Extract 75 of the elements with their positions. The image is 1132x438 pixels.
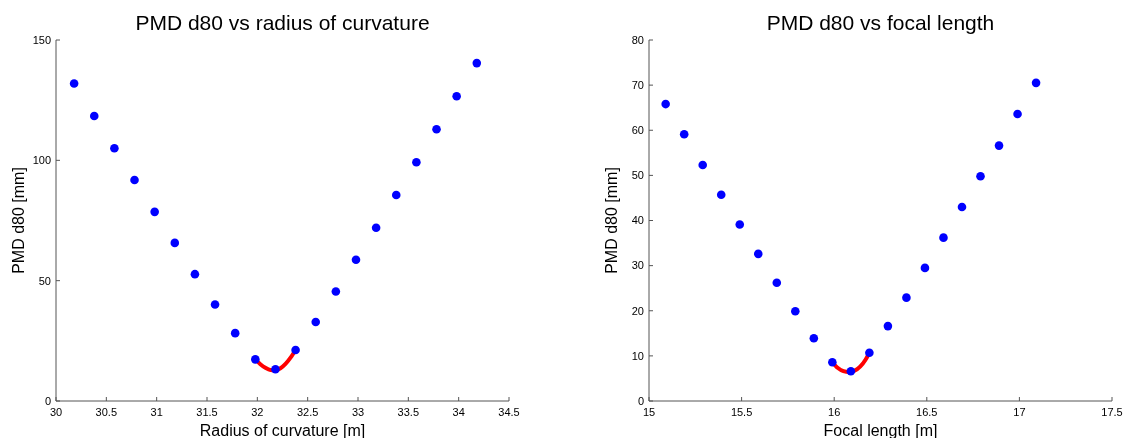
point [883, 321, 893, 331]
point [716, 190, 726, 200]
point [230, 328, 240, 338]
point [291, 345, 300, 355]
point [791, 306, 800, 316]
point [190, 269, 200, 279]
x-tick-label: 33 [351, 406, 365, 418]
point [1013, 109, 1022, 119]
y-tick-label: 80 [631, 33, 644, 46]
point [994, 141, 1004, 150]
point [251, 355, 260, 364]
point [865, 348, 874, 358]
point [371, 223, 381, 233]
point [828, 357, 837, 367]
y-tick-label: 50 [38, 274, 51, 287]
y-axis-title: PMD d80 [mm] [10, 167, 27, 274]
point [735, 220, 745, 229]
point [130, 175, 139, 185]
point [939, 233, 948, 242]
point [391, 190, 401, 200]
y-tick-label: 10 [631, 349, 644, 362]
point [351, 255, 361, 265]
x-tick-label: 17.5 [1101, 406, 1123, 418]
x-tick-label: 34.5 [498, 406, 520, 418]
point [331, 287, 341, 296]
y-tick-label: 0 [44, 394, 51, 407]
point [698, 160, 708, 170]
y-tick-label: 50 [631, 169, 644, 182]
x-tick-label: 33.5 [397, 406, 420, 418]
x-tick-label: 30 [49, 406, 63, 418]
chart-title: PMD d80 vs radius of curvature [135, 11, 430, 34]
point [210, 300, 220, 309]
point [110, 144, 119, 153]
point [472, 58, 482, 68]
y-tick-label: 150 [32, 33, 51, 46]
y-tick-label: 0 [637, 394, 644, 407]
point [412, 157, 421, 167]
point [772, 278, 782, 288]
point [920, 263, 930, 273]
chart-title: PMD d80 vs focal length [766, 11, 995, 34]
y-tick-label: 20 [631, 304, 644, 317]
x-tick-label: 15.5 [730, 406, 753, 418]
point [311, 317, 321, 327]
x-tick-label: 17 [1013, 406, 1026, 418]
point [1031, 78, 1041, 88]
y-tick-label: 30 [631, 259, 644, 272]
point [452, 92, 461, 101]
x-tick-label: 15 [642, 406, 656, 418]
y-tick-label: 40 [631, 214, 644, 227]
x-tick-label: 31.5 [196, 406, 218, 418]
x-tick-label: 16 [828, 406, 841, 418]
point [661, 99, 670, 109]
point [902, 293, 911, 302]
point [679, 130, 689, 139]
y-tick-label: 60 [631, 124, 644, 137]
x-tick-label: 31 [150, 406, 163, 418]
y-tick-label: 100 [32, 154, 51, 167]
point [69, 79, 79, 88]
y-tick-label: 70 [631, 78, 644, 91]
point [809, 333, 819, 343]
point [150, 207, 159, 217]
x-tick-label: 30.5 [95, 406, 118, 418]
x-tick-label: 32.5 [296, 406, 319, 418]
point [170, 238, 180, 248]
point [957, 202, 967, 212]
y-axis-title: PMD d80 [mm] [603, 167, 620, 274]
point [89, 111, 99, 121]
x-tick-label: 34 [452, 406, 465, 418]
point [271, 364, 280, 374]
point [976, 171, 985, 181]
point [846, 366, 856, 376]
x-tick-label: 16.5 [916, 406, 938, 418]
point [432, 124, 441, 134]
point [753, 249, 763, 259]
x-tick-label: 32 [251, 406, 264, 418]
